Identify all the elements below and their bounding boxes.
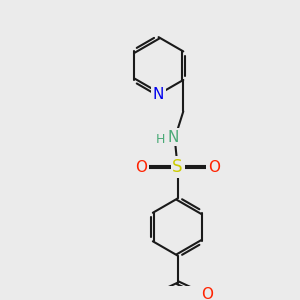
Text: N: N bbox=[153, 87, 164, 102]
Text: O: O bbox=[135, 160, 147, 175]
Text: H: H bbox=[156, 134, 165, 146]
Text: N: N bbox=[168, 130, 179, 145]
Text: O: O bbox=[202, 286, 214, 300]
Text: O: O bbox=[208, 160, 220, 175]
Text: S: S bbox=[172, 158, 183, 176]
